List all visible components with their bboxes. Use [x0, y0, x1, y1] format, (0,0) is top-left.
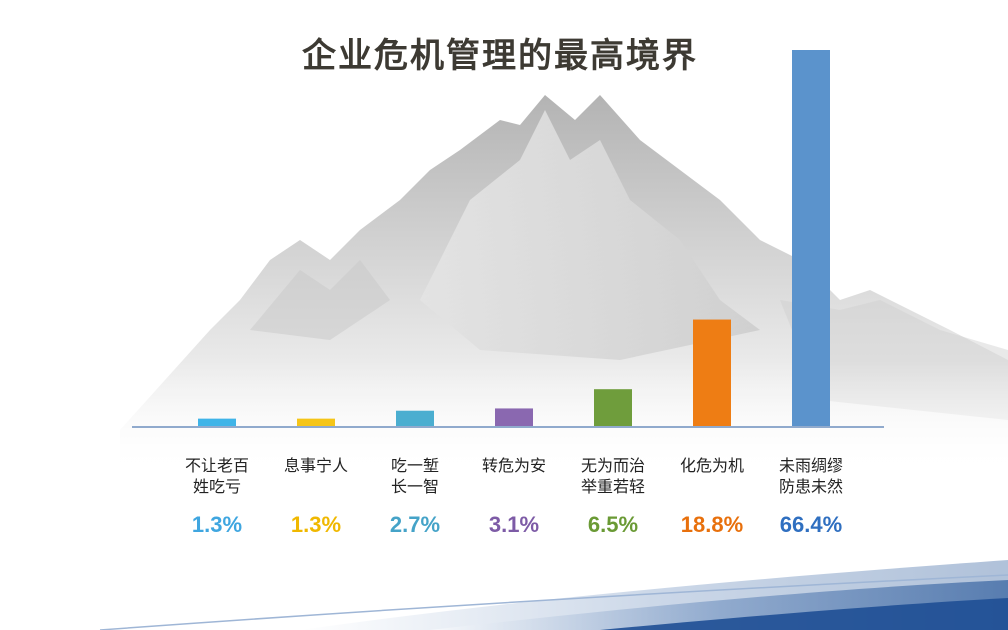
bar-7 [792, 50, 830, 426]
mountain-image [100, 95, 1008, 480]
category-label-3: 吃一堑 长一智 [390, 456, 439, 496]
value-label-2: 1.3% [290, 512, 342, 537]
value-label-3: 2.7% [389, 512, 441, 537]
category-label-6: 化危为机 [679, 456, 744, 475]
bar-5 [594, 389, 632, 426]
category-label-1: 不让老百 姓吃亏 [184, 456, 249, 496]
category-label-4: 转危为安 [481, 456, 546, 475]
value-label-7: 66.4% [779, 512, 843, 537]
bar-3 [396, 410, 434, 426]
category-label-2: 息事宁人 [283, 456, 348, 475]
bar-6 [693, 319, 731, 426]
bar-1 [198, 418, 236, 426]
value-label-1: 1.3% [191, 512, 243, 537]
wave-decoration [99, 560, 1008, 630]
value-label-4: 3.1% [488, 512, 540, 537]
bar-2 [297, 418, 335, 426]
value-label-5: 6.5% [587, 512, 639, 537]
category-label-5: 无为而治 举重若轻 [580, 456, 645, 496]
chart-title: 企业危机管理的最高境界 [302, 36, 698, 76]
value-label-6: 18.8% [680, 512, 744, 537]
bar-4 [495, 408, 533, 426]
category-label-7: 未雨绸缪 防患未然 [778, 456, 843, 496]
